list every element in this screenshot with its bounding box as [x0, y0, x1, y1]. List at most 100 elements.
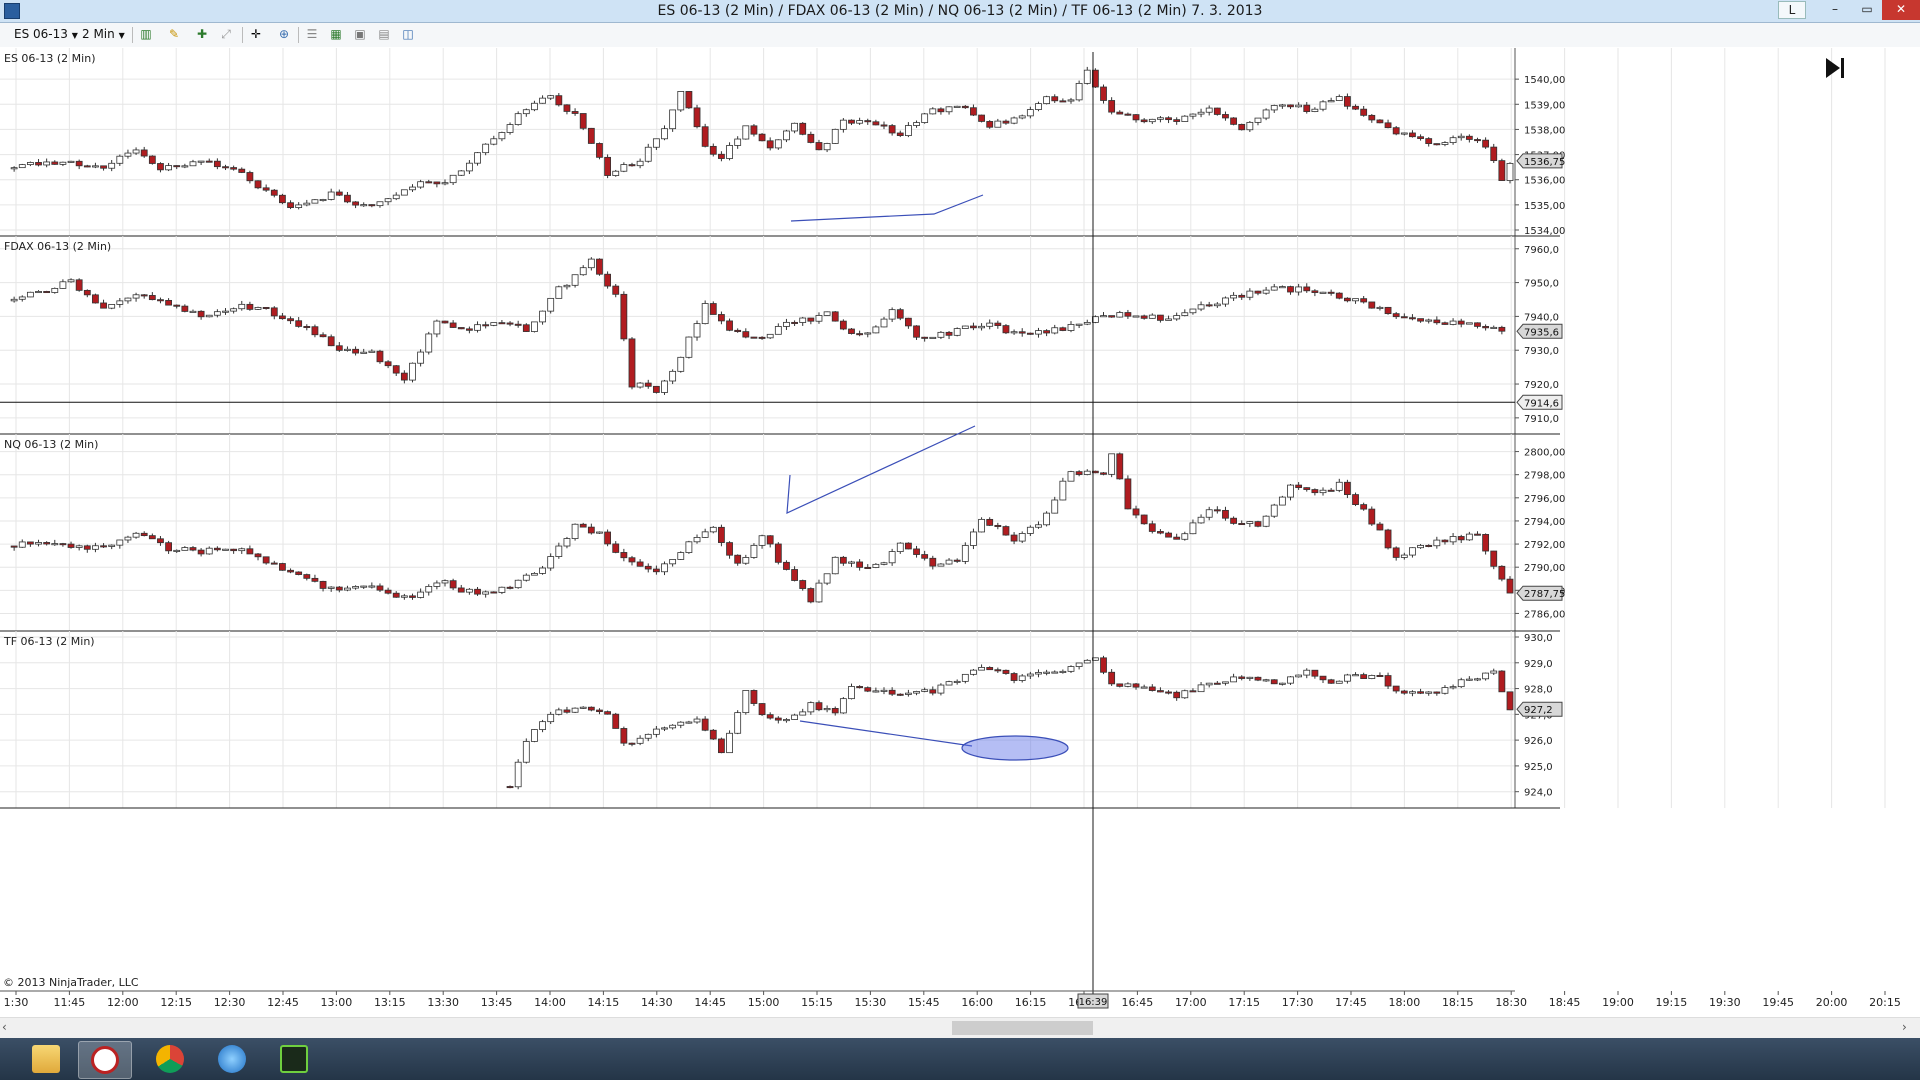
candle-up [35, 542, 42, 545]
candle-up [1059, 480, 1067, 501]
scroll-left-icon[interactable]: ‹ [2, 1020, 7, 1034]
axis-tick-label: 1534,00 [1524, 226, 1565, 237]
candle-up [1474, 678, 1481, 681]
candle-up [327, 191, 335, 200]
strategy-icon[interactable]: ⤢ [221, 27, 231, 41]
print-icon[interactable]: ▤ [378, 27, 390, 41]
data-box-icon[interactable]: ▦ [330, 27, 342, 41]
candle-up [18, 296, 26, 300]
instrument-selector[interactable]: ES 06-13 ▼ [14, 26, 78, 43]
bar-type-icon[interactable]: ▥ [140, 27, 152, 41]
candle-down [1400, 316, 1408, 319]
chart-panel[interactable]: ES 06-13 (2 Min) 1540,00 1539,00 1538,00 153… [0, 48, 1886, 237]
ellipse-annotation[interactable] [961, 735, 1069, 761]
price-axis[interactable]: 7960,0 7950,0 7940,0 7930,0 7920,0 7910,0 7935… [1514, 236, 1563, 434]
chrome-icon [156, 1045, 184, 1073]
axis-tick-label: 20:15 [1869, 996, 1901, 1009]
candle-up [1035, 672, 1042, 675]
add-indicator-icon[interactable]: ✚ [196, 27, 208, 41]
horizontal-scrollbar[interactable]: ‹ › [0, 1017, 1920, 1038]
candle-down [856, 333, 864, 336]
candle-down [799, 580, 807, 589]
pencil-icon[interactable]: ✎ [168, 27, 180, 41]
candle-down [807, 133, 815, 143]
taskbar-app[interactable] [268, 1041, 320, 1077]
candle-down [1303, 487, 1311, 490]
candle-down [604, 273, 611, 287]
axis-tick-label: 7920,0 [1524, 380, 1559, 391]
candle-down [701, 126, 709, 147]
ninjatrader-icon [91, 1046, 119, 1074]
zoom-icon[interactable]: ⊕ [278, 27, 290, 41]
candle-down [327, 336, 335, 347]
close-button[interactable]: ✕ [1882, 0, 1920, 20]
candle-down [189, 547, 197, 551]
candle-up [417, 591, 425, 598]
candle-up [1376, 306, 1384, 309]
trend-line[interactable] [786, 425, 976, 514]
candle-up [758, 535, 766, 546]
chart-panel[interactable]: TF 06-13 (2 Min)930,0929,0928,0927,0926,… [0, 631, 1886, 808]
axis-tick-label: 928,0 [1524, 685, 1553, 696]
panel-title: ES 06-13 (2 Min) [4, 52, 96, 65]
properties-icon[interactable]: ☰ [306, 27, 318, 41]
candle-down [148, 295, 156, 301]
candle-down [1140, 315, 1148, 319]
candle-down [921, 336, 929, 339]
scroll-right-icon[interactable]: › [1902, 1020, 1907, 1034]
candle-up [1067, 323, 1075, 331]
window-title: ES 06-13 (2 Min) / FDAX 06-13 (2 Min) / … [657, 3, 1263, 19]
axis-tick-label: 926,0 [1524, 736, 1553, 747]
chart-canvas[interactable]: ES 06-13 (2 Min) 1540,00 1539,00 1538,00 153… [0, 47, 1920, 1017]
crosshair-icon[interactable]: ✛ [250, 27, 262, 41]
image-icon[interactable]: ▣ [354, 27, 366, 41]
candle-up [181, 165, 189, 168]
candle-down [1409, 317, 1416, 320]
taskbar-itunes[interactable] [206, 1041, 258, 1077]
candle-up [124, 297, 132, 302]
candle-up [1026, 673, 1034, 677]
chart-area[interactable]: ES 06-13 (2 Min) 1540,00 1539,00 1538,00 153… [0, 47, 1920, 1017]
layout-icon[interactable]: ◫ [402, 27, 414, 41]
trend-line[interactable] [799, 720, 973, 747]
candle-down [970, 325, 977, 329]
scroll-to-end-icon[interactable] [1826, 58, 1844, 78]
time-axis[interactable]: 1:30 11:45 12:00 12:15 12:30 12:45 13:00 13:15 1… [0, 990, 1901, 1009]
candle-down [1238, 523, 1246, 526]
scroll-thumb[interactable] [952, 1021, 1093, 1035]
taskbar-chrome[interactable] [144, 1041, 196, 1077]
candle-up [1433, 539, 1441, 547]
candle-down [1319, 675, 1327, 681]
maximize-button[interactable]: ▭ [1861, 2, 1873, 16]
taskbar-explorer[interactable] [20, 1041, 72, 1077]
price-axis[interactable]: 1540,001539,001538,001537,001536,001535,… [1514, 48, 1565, 237]
candle-up [547, 297, 555, 312]
candle-down [1498, 565, 1506, 580]
candle-down [1376, 119, 1384, 124]
taskbar-ninjatrader[interactable] [78, 1041, 132, 1079]
candle-down [303, 574, 311, 579]
candle-down [628, 164, 636, 167]
minimize-button[interactable]: – [1832, 2, 1838, 16]
chart-panel[interactable]: FDAX 06-13 (2 Min) 7960,0 7950,0 7940,0 7930… [0, 236, 1886, 434]
candle-down [888, 125, 896, 134]
interval-selector[interactable]: 2 Min ▼ [82, 26, 125, 43]
candle-down [596, 258, 603, 275]
candle-up [189, 161, 197, 167]
candle-up [685, 336, 693, 358]
axis-tick-label: 2796,00 [1524, 494, 1565, 505]
candle-up [441, 580, 449, 584]
candle-down [880, 124, 888, 127]
candle-down [83, 545, 91, 550]
price-axis[interactable]: 2800,00 2798,00 2796,00 2794,00 2792,00 2790,… [1514, 434, 1565, 631]
link-button[interactable]: L [1778, 1, 1806, 19]
candle-up [1059, 670, 1067, 673]
candle-up [303, 202, 311, 206]
candle-down [555, 95, 563, 106]
trend-line[interactable] [790, 194, 984, 222]
candle-up [953, 105, 961, 108]
axis-tick-label: 2800,00 [1524, 448, 1565, 459]
drawing-objects[interactable] [786, 194, 1069, 761]
chart-panel[interactable]: NQ 06-13 (2 Min) 2800,00 2798,00 2796,00 279… [0, 434, 1886, 631]
